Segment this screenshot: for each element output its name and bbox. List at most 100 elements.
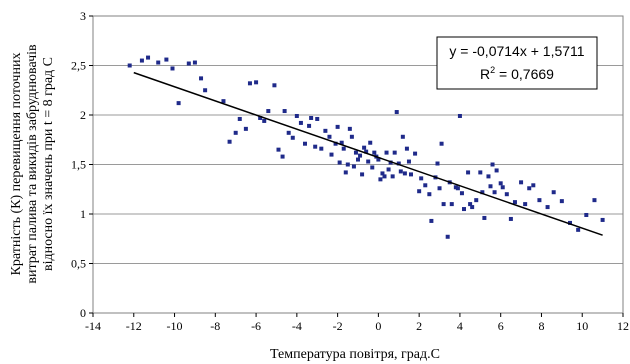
data-point xyxy=(417,189,422,194)
data-point xyxy=(221,99,226,104)
y-tick-label: 1,5 xyxy=(71,158,86,172)
data-point xyxy=(356,157,360,162)
data-point xyxy=(429,218,434,223)
data-point xyxy=(127,63,132,68)
data-point xyxy=(294,113,299,118)
data-point xyxy=(156,60,161,65)
data-point xyxy=(345,162,350,167)
data-point xyxy=(386,167,391,172)
y-axis-title-line-1: Кратність (К) перевищення поточних xyxy=(9,53,24,276)
data-point xyxy=(437,186,442,191)
data-point xyxy=(170,66,175,71)
data-point xyxy=(349,134,354,139)
data-point xyxy=(307,123,312,128)
data-point xyxy=(339,140,344,145)
x-tick-label: 10 xyxy=(576,319,588,333)
data-point xyxy=(537,198,542,203)
data-point xyxy=(592,198,597,203)
data-point xyxy=(282,109,287,114)
data-point xyxy=(409,172,413,177)
data-point xyxy=(523,202,528,207)
data-point xyxy=(439,141,444,146)
data-point xyxy=(455,186,460,191)
data-point xyxy=(247,81,252,86)
data-point xyxy=(559,199,564,204)
axis-ticks: 0 0,5 1 1,5 2 2,5 3 -14 -12 -10 -8 -6 -4 -2 0 2 4 6 8 10 12 xyxy=(71,9,629,333)
data-point xyxy=(568,220,572,225)
data-point xyxy=(453,185,458,190)
x-tick-label: -4 xyxy=(292,319,302,333)
data-point xyxy=(353,150,358,155)
data-point xyxy=(380,171,385,176)
data-point xyxy=(482,215,487,220)
data-point xyxy=(498,181,503,186)
x-tick-label: 0 xyxy=(375,319,381,333)
data-point xyxy=(313,144,318,149)
data-point xyxy=(333,141,338,146)
x-tick-label: -8 xyxy=(210,319,220,333)
data-point xyxy=(343,170,348,175)
y-tick-label: 1 xyxy=(80,207,86,221)
data-point xyxy=(400,134,405,139)
data-point xyxy=(298,120,303,125)
y-axis-title: Кратність (К) перевищення поточних витра… xyxy=(9,44,56,284)
data-point xyxy=(519,180,524,185)
data-point xyxy=(478,170,483,175)
data-point xyxy=(186,61,191,66)
x-tick-label: 8 xyxy=(538,319,544,333)
data-point xyxy=(370,165,375,170)
data-point xyxy=(329,152,334,157)
data-point xyxy=(468,202,473,207)
data-point xyxy=(146,55,151,60)
data-point xyxy=(290,135,295,140)
data-point xyxy=(480,190,485,195)
data-point xyxy=(286,130,291,135)
data-point xyxy=(402,171,407,176)
data-point xyxy=(351,164,356,169)
data-point xyxy=(466,170,471,175)
data-point xyxy=(303,141,307,146)
data-point xyxy=(315,116,320,121)
data-point xyxy=(272,83,277,88)
data-point xyxy=(494,168,499,173)
data-point xyxy=(419,176,424,181)
x-tick-label: 12 xyxy=(617,319,629,333)
data-point xyxy=(243,126,248,131)
data-point xyxy=(327,134,332,139)
data-point xyxy=(551,190,556,195)
data-point xyxy=(500,185,505,190)
data-point xyxy=(376,157,381,162)
r-squared-label: R2 = 0,7669 xyxy=(480,65,554,82)
data-point xyxy=(427,192,432,197)
data-point xyxy=(462,207,466,212)
data-point xyxy=(406,159,411,164)
data-point xyxy=(413,151,418,156)
data-point xyxy=(258,115,263,120)
r-squared-letter: R xyxy=(480,66,490,82)
y-tick-label: 0 xyxy=(80,306,86,320)
r-squared-value: = 0,7669 xyxy=(495,66,554,82)
data-point xyxy=(266,109,271,114)
data-point xyxy=(358,153,363,158)
data-point xyxy=(276,147,281,152)
data-point xyxy=(319,146,324,151)
data-point xyxy=(199,76,204,81)
x-tick-label: -14 xyxy=(85,319,101,333)
trend-equation: y = -0,0714x + 1,5711 xyxy=(449,43,584,59)
data-point xyxy=(254,80,259,85)
trendline xyxy=(133,71,603,236)
x-axis-title: Температура повітря, град.С xyxy=(270,347,440,362)
data-point xyxy=(368,140,373,145)
data-point xyxy=(398,169,403,174)
y-tick-label: 2 xyxy=(80,108,86,122)
y-tick-label: 0,5 xyxy=(71,257,86,271)
x-tick-label: 4 xyxy=(457,319,463,333)
data-point xyxy=(392,150,397,155)
data-point xyxy=(490,162,495,167)
data-point xyxy=(309,115,314,120)
data-point xyxy=(203,88,208,93)
x-tick-label: 6 xyxy=(498,319,504,333)
data-point xyxy=(341,146,346,151)
data-point xyxy=(423,183,428,188)
